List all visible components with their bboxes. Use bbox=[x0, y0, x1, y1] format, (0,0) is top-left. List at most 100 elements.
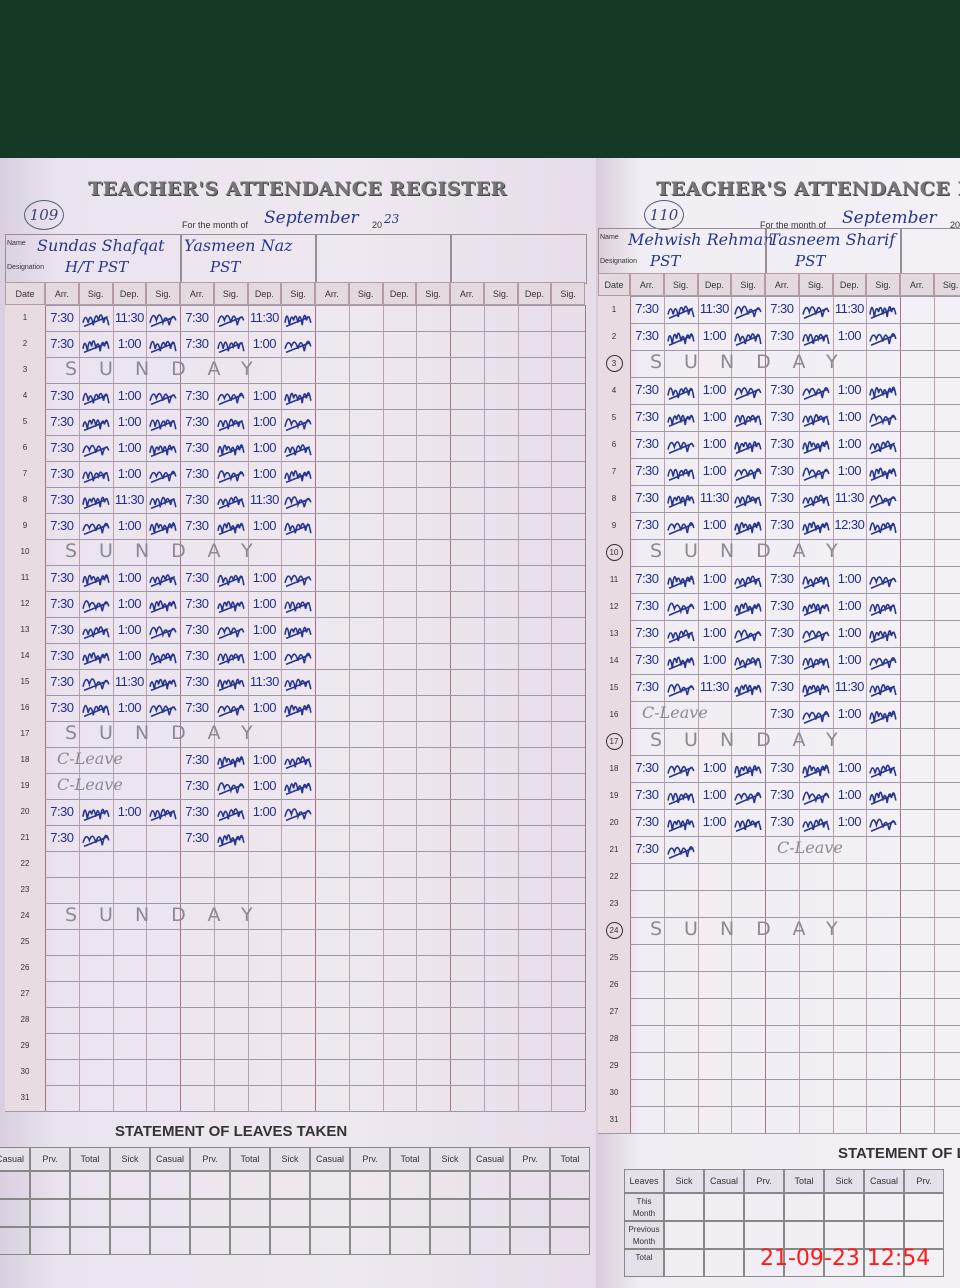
leaves-cell bbox=[470, 1227, 510, 1255]
signature-icon bbox=[734, 575, 762, 589]
arrival-time: 7:30 bbox=[50, 336, 74, 351]
date-header: Date bbox=[598, 273, 630, 296]
grid-line bbox=[598, 593, 960, 594]
date-number: 17 bbox=[20, 729, 30, 738]
signature-icon bbox=[284, 756, 312, 770]
leaves-column-header: Casual bbox=[864, 1169, 904, 1193]
departure-time: 1:00 bbox=[837, 625, 862, 640]
date-cell: 16 bbox=[598, 701, 630, 728]
arrival-time: 7:30 bbox=[50, 648, 74, 663]
departure-time: 11:30 bbox=[699, 490, 730, 505]
date-number: 30 bbox=[609, 1088, 619, 1097]
column-header: Sig. bbox=[416, 282, 450, 305]
date-cell: 18 bbox=[598, 755, 630, 782]
date-number: 31 bbox=[20, 1093, 30, 1102]
departure-time: 1:00 bbox=[837, 409, 862, 424]
grid-line bbox=[598, 485, 960, 486]
signature-icon bbox=[81, 444, 110, 458]
date-cell: 12 bbox=[5, 591, 45, 617]
departure-time: 1:00 bbox=[117, 336, 142, 351]
signature-icon bbox=[801, 387, 830, 400]
signature-icon bbox=[666, 819, 695, 832]
leaves-cell bbox=[350, 1227, 390, 1255]
signature-icon bbox=[666, 792, 695, 805]
date-cell: 21 bbox=[5, 825, 45, 851]
arrival-time: 7:30 bbox=[185, 804, 209, 819]
register-row: 4 7:30 1:00 7:30 1:00 bbox=[0, 383, 596, 409]
date-number: 11 bbox=[609, 575, 619, 584]
register-row: 19 7:30 1:00 7:30 1:00 bbox=[596, 782, 960, 809]
date-cell: 11 bbox=[598, 566, 630, 593]
register-row: 27 bbox=[0, 981, 596, 1007]
leaves-cell bbox=[70, 1199, 110, 1227]
leaves-cell bbox=[550, 1171, 590, 1199]
grid-line bbox=[5, 1085, 585, 1086]
grid-line bbox=[5, 1059, 585, 1060]
date-cell: 1 bbox=[598, 296, 630, 323]
date-number: 4 bbox=[611, 386, 617, 395]
leaves-cell bbox=[190, 1227, 230, 1255]
signature-icon bbox=[801, 494, 830, 508]
date-number: 3 bbox=[605, 355, 623, 372]
leaves-cell bbox=[470, 1171, 510, 1199]
grid-line bbox=[598, 782, 960, 783]
date-number: 14 bbox=[609, 656, 619, 665]
register-row: 26 bbox=[596, 971, 960, 998]
leaves-column-header: Leaves bbox=[624, 1169, 664, 1193]
register-row: 4 7:30 1:00 7:30 1:00 bbox=[596, 377, 960, 404]
right-page: TEACHER'S ATTENDANCE REGISTER110For the … bbox=[596, 158, 960, 1288]
signature-icon bbox=[284, 470, 312, 484]
date-number: 29 bbox=[20, 1041, 30, 1050]
grid-line bbox=[598, 998, 960, 999]
sunday-mark: SUNDAY bbox=[650, 351, 860, 373]
leaves-cell bbox=[510, 1199, 550, 1227]
date-cell: 29 bbox=[598, 1052, 630, 1079]
grid-line bbox=[5, 565, 585, 566]
arrival-time: 7:30 bbox=[770, 436, 794, 451]
leaves-column-header: Prv. bbox=[904, 1169, 944, 1193]
departure-time: 11:30 bbox=[699, 679, 730, 694]
grid-line bbox=[5, 1111, 585, 1112]
register-row: 15 7:30 11:30 7:30 11:30 bbox=[596, 674, 960, 701]
grid-line bbox=[598, 1052, 960, 1053]
leaves-row-label: Total bbox=[624, 1249, 664, 1277]
date-cell: 14 bbox=[5, 643, 45, 669]
register-row: 29 bbox=[0, 1033, 596, 1059]
register-row: 14 7:30 1:00 7:30 1:00 bbox=[0, 643, 596, 669]
departure-time: 1:00 bbox=[252, 596, 277, 611]
departure-time: 12:30 bbox=[834, 517, 865, 532]
date-number: 30 bbox=[20, 1067, 30, 1076]
grid-line bbox=[348, 305, 350, 1111]
signature-icon bbox=[284, 314, 312, 328]
date-number: 17 bbox=[605, 733, 623, 750]
date-number: 25 bbox=[609, 953, 619, 962]
leaves-column-header: Prv. bbox=[510, 1147, 550, 1171]
signature-icon bbox=[149, 626, 177, 640]
grid-line bbox=[5, 747, 585, 748]
signature-icon bbox=[666, 602, 695, 616]
date-number: 12 bbox=[20, 599, 30, 608]
register-row: 15 7:30 11:30 7:30 11:30 bbox=[0, 669, 596, 695]
departure-time: 1:00 bbox=[702, 652, 727, 667]
leaves-cell bbox=[744, 1193, 784, 1221]
signature-icon bbox=[216, 314, 245, 328]
leaves-cell bbox=[664, 1193, 704, 1221]
arrival-time: 7:30 bbox=[635, 436, 659, 451]
date-cell: 17 bbox=[5, 721, 45, 747]
grid-line bbox=[663, 296, 665, 1133]
column-header: Sig. bbox=[663, 273, 698, 296]
register-row: 18 7:30 1:00 7:30 1:00 bbox=[596, 755, 960, 782]
register-row: 12 7:30 1:00 7:30 1:00 bbox=[0, 591, 596, 617]
departure-time: 1:00 bbox=[702, 625, 727, 640]
arrival-time: 7:30 bbox=[185, 700, 209, 715]
grid-line bbox=[598, 1106, 960, 1107]
arrival-time: 7:30 bbox=[185, 622, 209, 637]
leaves-cell bbox=[864, 1249, 904, 1277]
register-row: 28 bbox=[0, 1007, 596, 1033]
column-header: Sig. bbox=[281, 282, 315, 305]
signature-icon bbox=[869, 522, 897, 535]
arrival-time: 7:30 bbox=[185, 778, 209, 793]
grid-line bbox=[598, 566, 960, 567]
signature-icon bbox=[801, 333, 830, 346]
signature-icon bbox=[801, 440, 830, 454]
